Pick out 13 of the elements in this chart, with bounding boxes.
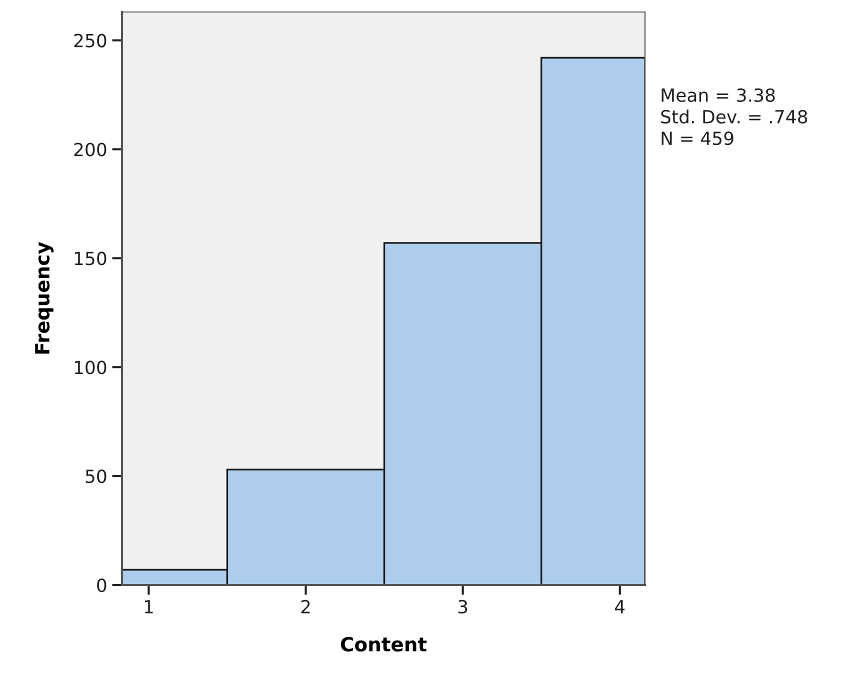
x-axis-title: Content <box>340 636 427 652</box>
x-tick-label: 3 <box>458 600 468 614</box>
x-tick-label: 1 <box>144 600 153 614</box>
x-tick-label: 4 <box>615 600 625 614</box>
y-tick-label: 100 <box>74 360 106 374</box>
text: Mean = 3.38 Std. Dev. = .748 N = 459 <box>661 88 808 146</box>
y-tick-label: 250 <box>74 34 106 48</box>
y-axis-title: Frequency <box>35 242 54 354</box>
y-tick-label: 150 <box>74 252 106 266</box>
y-tick-label: 50 <box>86 470 106 484</box>
y-tick-label: 0 <box>97 578 106 592</box>
y-tick-label: 200 <box>74 142 106 156</box>
x-tick-label: 2 <box>301 600 310 614</box>
